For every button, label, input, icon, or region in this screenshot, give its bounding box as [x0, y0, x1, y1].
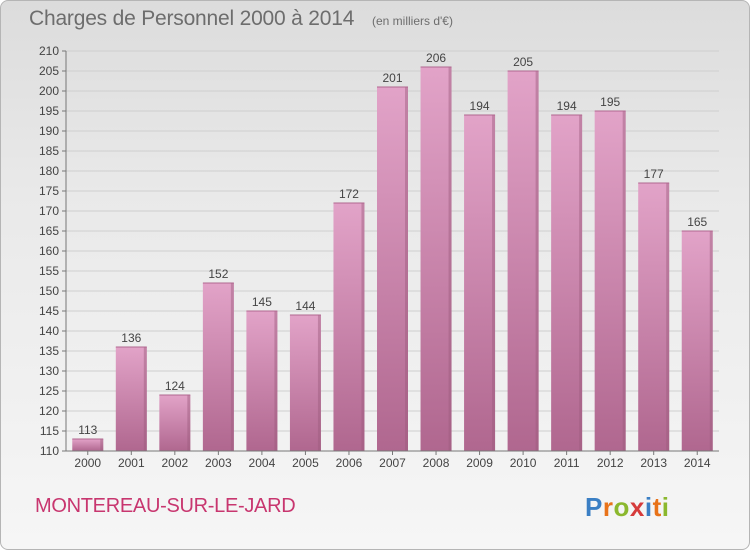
- bar: [159, 395, 191, 451]
- chart-subtitle: (en milliers d'€): [372, 14, 453, 28]
- bar-shade: [361, 203, 365, 451]
- data-label: 177: [644, 167, 664, 181]
- x-tick-label: 2014: [684, 456, 711, 470]
- bar: [638, 183, 670, 451]
- data-label: 172: [339, 187, 359, 201]
- data-label: 152: [208, 267, 228, 281]
- bar-shade: [230, 283, 234, 451]
- data-label: 124: [165, 379, 185, 393]
- x-tick-label: 2006: [336, 456, 363, 470]
- y-tick-label: 190: [39, 124, 59, 138]
- x-tick-label: 2002: [161, 456, 188, 470]
- bar-shade: [274, 311, 278, 451]
- y-tick-label: 145: [39, 304, 59, 318]
- bar: [202, 283, 234, 451]
- y-tick-label: 135: [39, 344, 59, 358]
- logo-letter: o: [613, 492, 630, 522]
- bar: [420, 67, 452, 451]
- x-tick-label: 2003: [205, 456, 232, 470]
- logo-letter: t: [652, 492, 662, 522]
- x-tick-label: 2001: [118, 456, 145, 470]
- x-tick-label: 2008: [423, 456, 450, 470]
- y-tick-label: 205: [39, 64, 59, 78]
- y-tick-label: 185: [39, 144, 59, 158]
- data-label: 206: [426, 51, 446, 65]
- bar: [507, 71, 539, 451]
- y-tick-label: 160: [39, 244, 59, 258]
- bar: [72, 439, 104, 451]
- bar-shade: [579, 115, 583, 451]
- x-tick-label: 2004: [249, 456, 276, 470]
- x-tick-label: 2005: [292, 456, 319, 470]
- data-label: 113: [78, 423, 97, 437]
- bar-shade: [492, 115, 496, 451]
- bar-shade: [317, 315, 321, 451]
- x-tick-label: 2007: [379, 456, 406, 470]
- bar: [333, 203, 365, 451]
- proxiti-logo: Proxiti: [585, 492, 669, 523]
- bar-shade: [187, 395, 191, 451]
- y-tick-label: 200: [39, 84, 59, 98]
- data-label: 136: [121, 331, 141, 345]
- y-tick-label: 170: [39, 204, 59, 218]
- y-tick-label: 165: [39, 224, 59, 238]
- logo-letter: r: [602, 492, 614, 522]
- data-label: 195: [600, 95, 620, 109]
- bar: [115, 347, 147, 451]
- data-labels: 113 136 124 152 145 144 172 201 206 194 205 194 195 1…: [78, 51, 707, 437]
- y-tick-label: 195: [39, 104, 59, 118]
- bar-shade: [143, 347, 147, 451]
- x-tick-label: 2010: [510, 456, 537, 470]
- y-tick-label: 140: [39, 324, 59, 338]
- data-label: 144: [295, 299, 315, 313]
- x-tick-label: 2009: [466, 456, 493, 470]
- bar-shade: [709, 231, 713, 451]
- bar-shade: [622, 111, 626, 451]
- bar-shade: [666, 183, 670, 451]
- bar: [681, 231, 713, 451]
- x-tick-label: 2013: [640, 456, 667, 470]
- data-label: 194: [470, 99, 490, 113]
- bar: [464, 115, 496, 451]
- y-tick-label: 155: [39, 264, 59, 278]
- bar-shade: [405, 87, 408, 451]
- y-tick-label: 120: [39, 404, 59, 418]
- bar: [594, 111, 626, 451]
- data-label: 145: [252, 295, 272, 309]
- y-tick-label: 210: [39, 44, 59, 58]
- bar: [246, 311, 278, 451]
- bar-shade: [535, 71, 539, 451]
- x-tick-label: 2000: [74, 456, 101, 470]
- bar: [289, 315, 321, 451]
- data-label: 165: [687, 215, 707, 229]
- x-tick-label: 2011: [554, 456, 580, 470]
- y-tick-label: 130: [39, 364, 59, 378]
- logo-letter: i: [644, 492, 653, 522]
- logo-letter: i: [661, 492, 670, 522]
- y-tick-label: 110: [40, 444, 59, 458]
- axes: 110 115 120 125 130 135 140 145 150 155 160 165 170 1…: [39, 44, 719, 470]
- y-tick-label: 175: [39, 184, 59, 198]
- logo-letter: x: [629, 492, 645, 522]
- data-label: 201: [382, 71, 402, 85]
- y-tick-label: 115: [40, 424, 59, 438]
- bar-shade: [100, 439, 104, 451]
- data-label: 194: [557, 99, 577, 113]
- bar: [551, 115, 583, 451]
- bars: [72, 66, 713, 451]
- y-tick-label: 180: [39, 164, 59, 178]
- y-tick-label: 150: [39, 284, 59, 298]
- chart-title: Charges de Personnel 2000 à 2014: [29, 7, 355, 30]
- x-tick-label: 2012: [597, 456, 624, 470]
- town-name: MONTEREAU-SUR-LE-JARD: [35, 495, 296, 517]
- bar: [377, 87, 408, 451]
- logo-letter: P: [585, 492, 603, 522]
- y-tick-label: 125: [39, 384, 59, 398]
- bar-shade: [448, 67, 452, 451]
- data-label: 205: [513, 55, 533, 69]
